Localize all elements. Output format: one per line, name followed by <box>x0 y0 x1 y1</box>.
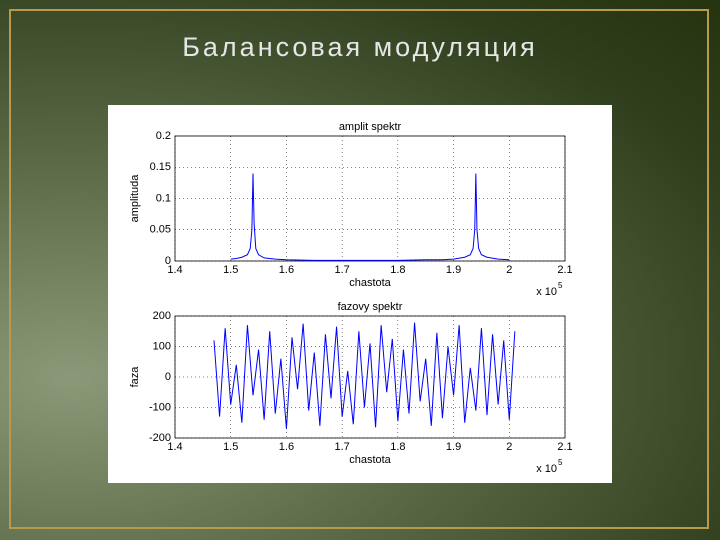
x-tick-label: 1.8 <box>390 264 405 276</box>
chart-title: amplit spektr <box>339 121 402 133</box>
x-tick-label: 1.5 <box>223 441 238 453</box>
y-tick-label: 200 <box>153 310 171 322</box>
frame <box>9 9 709 529</box>
y-tick-label: 0.05 <box>150 224 171 236</box>
y-axis-label: amplituda <box>129 174 141 223</box>
slide-title: Балансовая модуляция <box>182 32 538 62</box>
y-tick-label: 0 <box>165 255 171 267</box>
x-tick-label: 1.4 <box>167 441 182 453</box>
x-tick-label: 1.8 <box>390 441 405 453</box>
data-line <box>213 322 516 429</box>
x-scale-label: x 10 <box>536 286 557 298</box>
y-tick-label: 0.2 <box>156 130 171 142</box>
y-tick-label: 0.1 <box>156 192 171 204</box>
y-tick-label: 0 <box>165 371 171 383</box>
x-tick-label: 1.7 <box>334 264 349 276</box>
data-line <box>230 173 510 261</box>
x-tick-label: 2 <box>506 441 512 453</box>
x-axis-label: chastota <box>349 454 391 466</box>
x-tick-label: 1.5 <box>223 264 238 276</box>
x-scale-exponent: 5 <box>558 458 563 467</box>
y-axis-label: faza <box>129 366 141 388</box>
x-tick-label: 1.4 <box>167 264 182 276</box>
x-tick-label: 1.6 <box>279 264 294 276</box>
x-tick-label: 2.1 <box>557 441 572 453</box>
x-scale-exponent: 5 <box>558 281 563 290</box>
x-tick-label: 1.9 <box>446 264 461 276</box>
x-axis-label: chastota <box>349 277 391 289</box>
x-tick-label: 1.7 <box>334 441 349 453</box>
y-tick-label: -100 <box>149 401 171 413</box>
x-tick-label: 2 <box>506 264 512 276</box>
y-tick-label: 0.15 <box>150 161 171 173</box>
y-tick-label: -200 <box>149 432 171 444</box>
plot-area <box>174 135 566 262</box>
figure: 0 0.05 0.1 0.15 0.2 1.4 1.5 1.6 1.7 1.8 1.9 2 2.1 amp… <box>108 105 612 483</box>
y-tick-label: 100 <box>153 340 171 352</box>
x-tick-label: 1.9 <box>446 441 461 453</box>
x-tick-label: 1.6 <box>279 441 294 453</box>
chart-title: fazovy spektr <box>338 301 403 313</box>
x-scale-label: x 10 <box>536 463 557 475</box>
x-tick-label: 2.1 <box>557 264 572 276</box>
